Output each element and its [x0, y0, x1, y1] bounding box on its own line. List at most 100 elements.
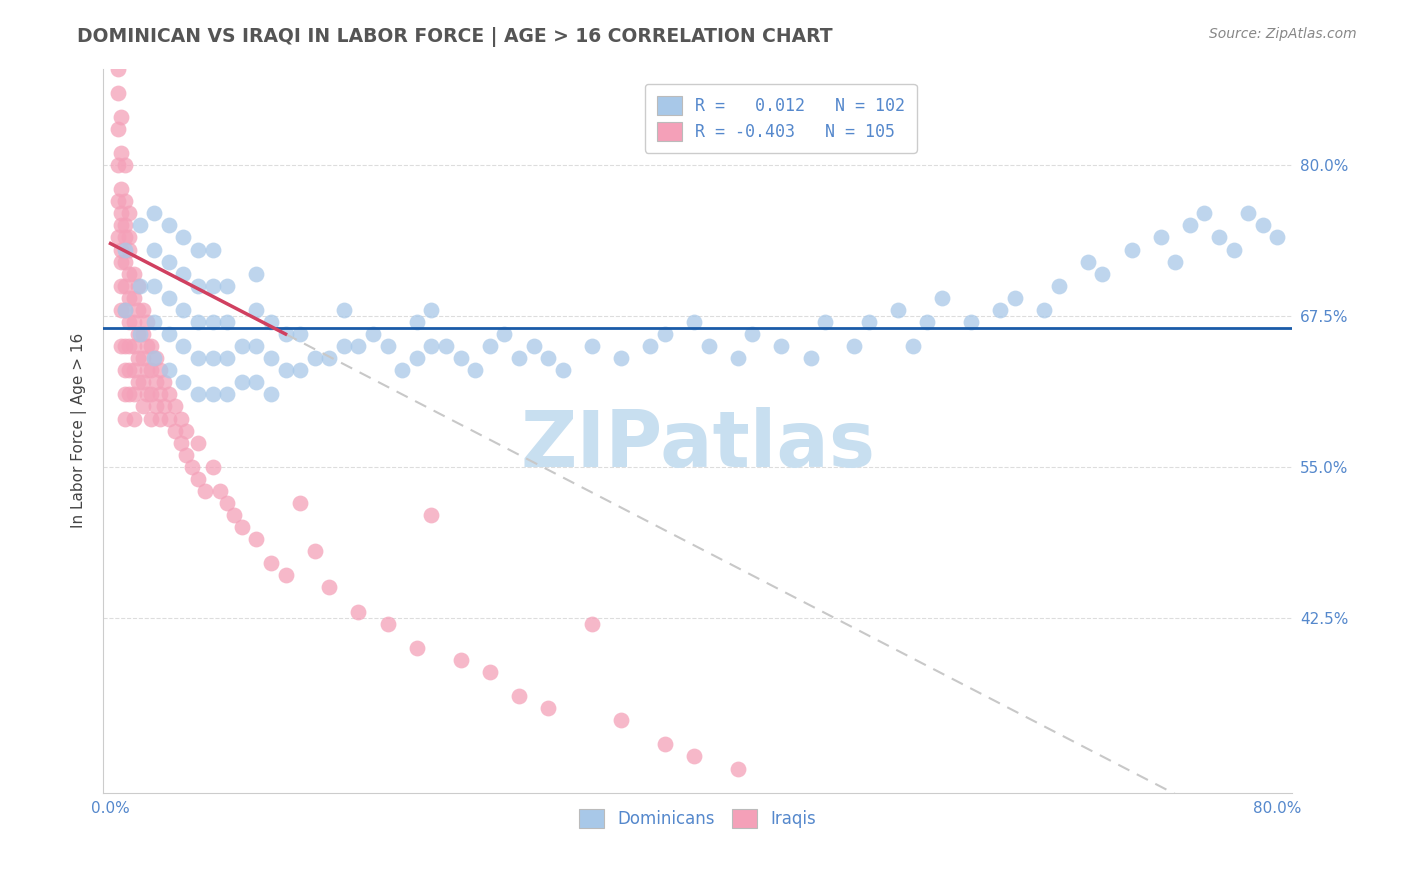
Point [391, 363, 413, 377]
Point [110, 278, 132, 293]
Point [114, 158, 136, 172]
Point [107, 121, 129, 136]
Point [887, 302, 910, 317]
Point [800, 351, 823, 366]
Point [122, 315, 145, 329]
Point [169, 411, 191, 425]
Point [288, 326, 311, 341]
Point [224, 508, 246, 522]
Point [420, 302, 443, 317]
Point [1091, 267, 1114, 281]
Point [1033, 302, 1056, 317]
Point [114, 230, 136, 244]
Point [143, 278, 166, 293]
Legend: Dominicans, Iraqis: Dominicans, Iraqis [572, 803, 823, 835]
Point [610, 351, 633, 366]
Point [176, 424, 198, 438]
Point [122, 291, 145, 305]
Point [118, 363, 141, 377]
Point [122, 267, 145, 281]
Point [217, 315, 239, 329]
Point [163, 400, 186, 414]
Point [153, 376, 176, 390]
Point [361, 326, 384, 341]
Point [464, 363, 486, 377]
Point [172, 302, 194, 317]
Point [157, 291, 180, 305]
Point [114, 243, 136, 257]
Point [114, 254, 136, 268]
Point [187, 351, 209, 366]
Point [917, 315, 939, 329]
Point [697, 339, 720, 353]
Point [260, 351, 283, 366]
Point [537, 351, 560, 366]
Point [478, 665, 501, 679]
Point [114, 302, 136, 317]
Point [1251, 219, 1274, 233]
Point [217, 387, 239, 401]
Point [741, 326, 763, 341]
Point [610, 713, 633, 727]
Point [1237, 206, 1260, 220]
Point [141, 363, 163, 377]
Point [638, 339, 661, 353]
Point [450, 653, 472, 667]
Point [844, 339, 866, 353]
Point [1178, 219, 1201, 233]
Point [157, 326, 180, 341]
Point [187, 435, 209, 450]
Point [143, 243, 166, 257]
Point [118, 339, 141, 353]
Point [145, 351, 167, 366]
Point [1267, 230, 1289, 244]
Point [143, 206, 166, 220]
Point [405, 640, 427, 655]
Point [172, 267, 194, 281]
Point [172, 376, 194, 390]
Point [110, 182, 132, 196]
Point [122, 339, 145, 353]
Point [420, 339, 443, 353]
Point [217, 496, 239, 510]
Point [157, 411, 180, 425]
Point [118, 315, 141, 329]
Point [122, 363, 145, 377]
Point [187, 387, 209, 401]
Point [172, 230, 194, 244]
Point [508, 689, 530, 703]
Point [318, 351, 340, 366]
Point [1164, 254, 1187, 268]
Point [508, 351, 530, 366]
Point [434, 339, 457, 353]
Point [208, 483, 231, 498]
Point [127, 302, 149, 317]
Point [136, 387, 159, 401]
Point [304, 544, 326, 558]
Point [114, 411, 136, 425]
Point [245, 532, 267, 546]
Point [333, 302, 356, 317]
Point [110, 339, 132, 353]
Point [245, 267, 267, 281]
Point [122, 387, 145, 401]
Point [118, 291, 141, 305]
Point [187, 278, 209, 293]
Point [217, 351, 239, 366]
Point [141, 387, 163, 401]
Point [136, 363, 159, 377]
Point [901, 339, 924, 353]
Point [127, 326, 149, 341]
Point [136, 339, 159, 353]
Point [194, 483, 217, 498]
Point [201, 278, 224, 293]
Point [377, 616, 399, 631]
Point [110, 302, 132, 317]
Point [176, 448, 198, 462]
Point [217, 278, 239, 293]
Point [157, 387, 180, 401]
Point [245, 302, 267, 317]
Point [136, 315, 159, 329]
Point [654, 326, 676, 341]
Point [1208, 230, 1230, 244]
